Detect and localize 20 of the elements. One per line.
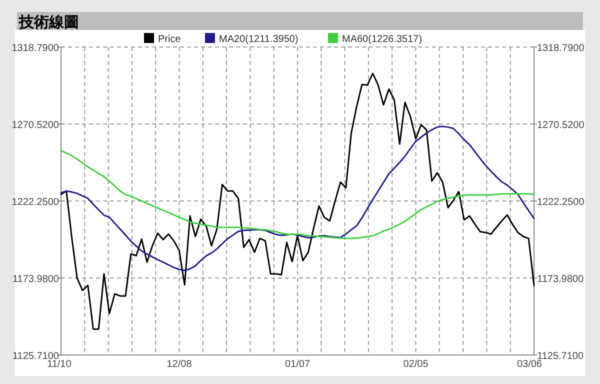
legend-label: MA60(1226.3517) [342,34,422,45]
line-series [60,72,535,330]
y-tick-label: 1173.9800 [12,274,60,285]
x-tick-label: 12/08 [166,359,192,370]
legend-label: Price [158,34,182,45]
y2-tick-label: 1270.5200 [537,120,585,131]
y2-tick-label: 1222.2500 [537,197,585,208]
x-tick-label: 02/05 [403,359,429,370]
line-series [60,126,535,272]
y-tick-label: 1318.7900 [12,43,60,54]
x-tick-label: 11/10 [47,359,72,370]
chart-title: 技術線圖 [18,14,79,31]
line-series [60,150,535,240]
legend-label: MA20(1211.3950) [219,34,298,45]
x-tick-label: 03/06 [516,359,542,370]
y-tick-label: 1222.2500 [12,197,60,208]
y2-tick-label: 1318.7900 [537,43,585,54]
y-tick-label: 1270.5200 [12,120,60,131]
y2-tick-label: 1173.9800 [537,274,584,285]
x-tick-label: 01/07 [284,359,310,370]
